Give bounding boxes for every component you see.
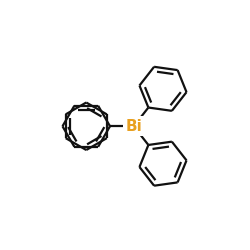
Text: Bi: Bi — [126, 119, 142, 134]
